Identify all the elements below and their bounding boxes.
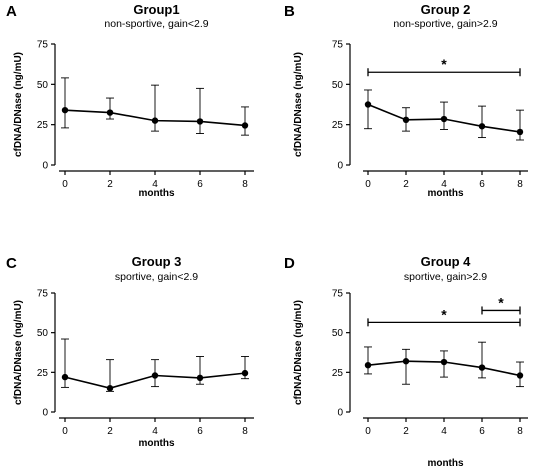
panel-d-y-label: cfDNA/DNase (ng/mU) xyxy=(293,300,304,405)
panel-b-data-point xyxy=(402,116,410,124)
panel-c-data-point xyxy=(106,385,114,392)
panel-c-x-tick-label: 2 xyxy=(107,426,113,437)
panel-b-letter: B xyxy=(284,3,295,20)
panel-b-title: Group 2 xyxy=(421,2,471,17)
panel-a-x-label: months xyxy=(138,188,175,199)
panel-b-x-tick-label: 6 xyxy=(479,179,485,190)
panel-b-data-point xyxy=(478,123,486,130)
panel-d-data-point xyxy=(516,372,524,379)
panel-a-subtitle: non-sportive, gain<2.9 xyxy=(104,18,208,30)
panel-a-y-tick-label: 75 xyxy=(37,40,49,51)
panel-a-data-point xyxy=(196,118,204,125)
panel-c-data-point xyxy=(61,373,69,381)
panel-a-data-point xyxy=(241,122,249,129)
panel-c-y-tick-label: 75 xyxy=(37,289,49,300)
panel-c-x-tick-label: 8 xyxy=(242,426,248,437)
panel-c-letter: C xyxy=(6,255,17,272)
panel-b-sig-label: * xyxy=(441,56,447,72)
panel-a-y-label: cfDNA/DNase (ng/mU) xyxy=(13,52,24,157)
panel-d-subtitle: sportive, gain>2.9 xyxy=(404,271,487,283)
panel-b-y-tick-label: 75 xyxy=(332,40,344,51)
panel-b-subtitle: non-sportive, gain>2.9 xyxy=(393,18,497,30)
panel-a-y-tick-label: 25 xyxy=(37,120,49,131)
panel-c-x-tick-label: 4 xyxy=(152,426,158,437)
panel-c-y-tick-label: 50 xyxy=(37,328,49,339)
panel-b-x-tick-label: 8 xyxy=(517,179,523,190)
panel-d-y-tick-label: 75 xyxy=(332,289,344,300)
panel-d-x-label: months xyxy=(427,458,464,469)
panel-a-title: Group1 xyxy=(133,2,179,17)
panel-d-title: Group 4 xyxy=(421,254,472,269)
panel-d-x-tick-label: 4 xyxy=(441,426,447,437)
panel-a-y-tick-label: 0 xyxy=(42,161,48,172)
panel-b-data-point xyxy=(516,128,524,136)
panel-d-letter: D xyxy=(284,255,295,272)
panel-b-y-tick-label: 25 xyxy=(332,120,344,131)
panel-b-x-tick-label: 2 xyxy=(403,179,409,190)
panel-c-y-tick-label: 25 xyxy=(37,368,49,379)
panel-d-data-point xyxy=(440,358,448,366)
panel-d-x-tick-label: 0 xyxy=(365,426,371,437)
panel-a-x-tick-label: 8 xyxy=(242,179,248,190)
panel-d-x-tick-label: 8 xyxy=(517,426,523,437)
panel-d-data-point xyxy=(402,358,410,365)
panel-b-data-point xyxy=(364,101,372,108)
panel-d-y-tick-label: 0 xyxy=(337,408,343,419)
panel-b-x-tick-label: 4 xyxy=(441,179,447,190)
panel-d-sig-label: * xyxy=(498,294,504,310)
panel-b-x-tick-label: 0 xyxy=(365,179,371,190)
panel-a-x-tick-label: 2 xyxy=(107,179,113,190)
panel-c-subtitle: sportive, gain<2.9 xyxy=(115,271,198,283)
panel-d-x-tick-label: 6 xyxy=(479,426,485,437)
panel-c-x-label: months xyxy=(138,438,175,449)
panel-c-x-tick-label: 0 xyxy=(62,426,68,437)
panel-c-data-point xyxy=(151,372,159,379)
panel-d-data-point xyxy=(364,361,372,369)
panel-d-sig-label: * xyxy=(441,306,447,322)
panel-b-x-label: months xyxy=(427,188,464,199)
panel-a-x-tick-label: 4 xyxy=(152,179,158,190)
panel-a-data-point xyxy=(106,109,114,116)
panel-a-data-point xyxy=(61,106,69,114)
panel-b-y-tick-label: 0 xyxy=(337,161,343,172)
panel-c-data-point xyxy=(241,369,249,377)
panel-c-y-label: cfDNA/DNase (ng/mU) xyxy=(13,300,24,405)
panel-a-y-tick-label: 50 xyxy=(37,80,49,91)
panel-d-y-tick-label: 25 xyxy=(332,368,344,379)
panel-d-data-point xyxy=(478,364,486,371)
panel-a-data-point xyxy=(151,117,159,124)
panel-c-title: Group 3 xyxy=(132,254,182,269)
panel-b-data-point xyxy=(440,115,448,123)
panel-a-x-tick-label: 6 xyxy=(197,179,203,190)
panel-b-y-label: cfDNA/DNase (ng/mU) xyxy=(293,52,304,157)
panel-a-letter: A xyxy=(6,3,17,20)
panel-d-x-tick-label: 2 xyxy=(403,426,409,437)
panel-b-y-tick-label: 50 xyxy=(332,80,344,91)
panel-a-x-tick-label: 0 xyxy=(62,179,68,190)
panel-c-data-point xyxy=(196,374,204,382)
panel-d-y-tick-label: 50 xyxy=(332,328,344,339)
panel-c-y-tick-label: 0 xyxy=(42,408,48,419)
panel-c-x-tick-label: 6 xyxy=(197,426,203,437)
